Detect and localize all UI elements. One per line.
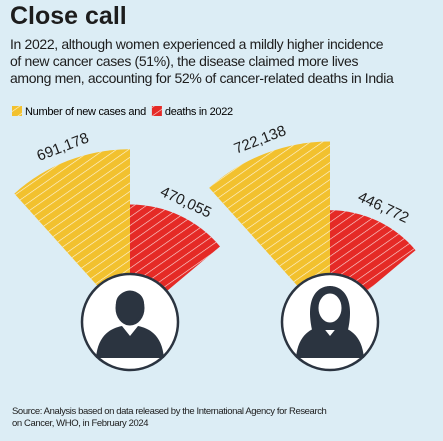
subtitle-line: In 2022, although women experienced a mi…: [10, 36, 384, 52]
legend-label: Number of new cases and: [25, 106, 146, 118]
legend-label: deaths in 2022: [165, 106, 233, 118]
wedge-hatch: [14, 149, 130, 322]
subtitle: In 2022, although women experienced a mi…: [10, 36, 394, 87]
source-line: on Cancer, WHO, in February 2024: [12, 418, 149, 429]
wedge-hatch: [209, 141, 330, 322]
subtitle-line: among men, accounting for 52% of cancer-…: [10, 70, 394, 86]
source: Source: Analysis based on data released …: [12, 406, 327, 430]
icon-body: [296, 326, 364, 358]
subtitle-line: of new cancer cases (51%), the disease c…: [10, 53, 359, 69]
source-line: Source: Analysis based on data released …: [12, 406, 327, 417]
chart-title: Close call: [10, 2, 127, 30]
icon-hair: [115, 291, 145, 306]
legend-swatch-hatch: [151, 106, 162, 116]
icon-head: [315, 290, 345, 326]
icon-body: [96, 326, 164, 358]
legend-swatch-hatch: [12, 106, 22, 116]
